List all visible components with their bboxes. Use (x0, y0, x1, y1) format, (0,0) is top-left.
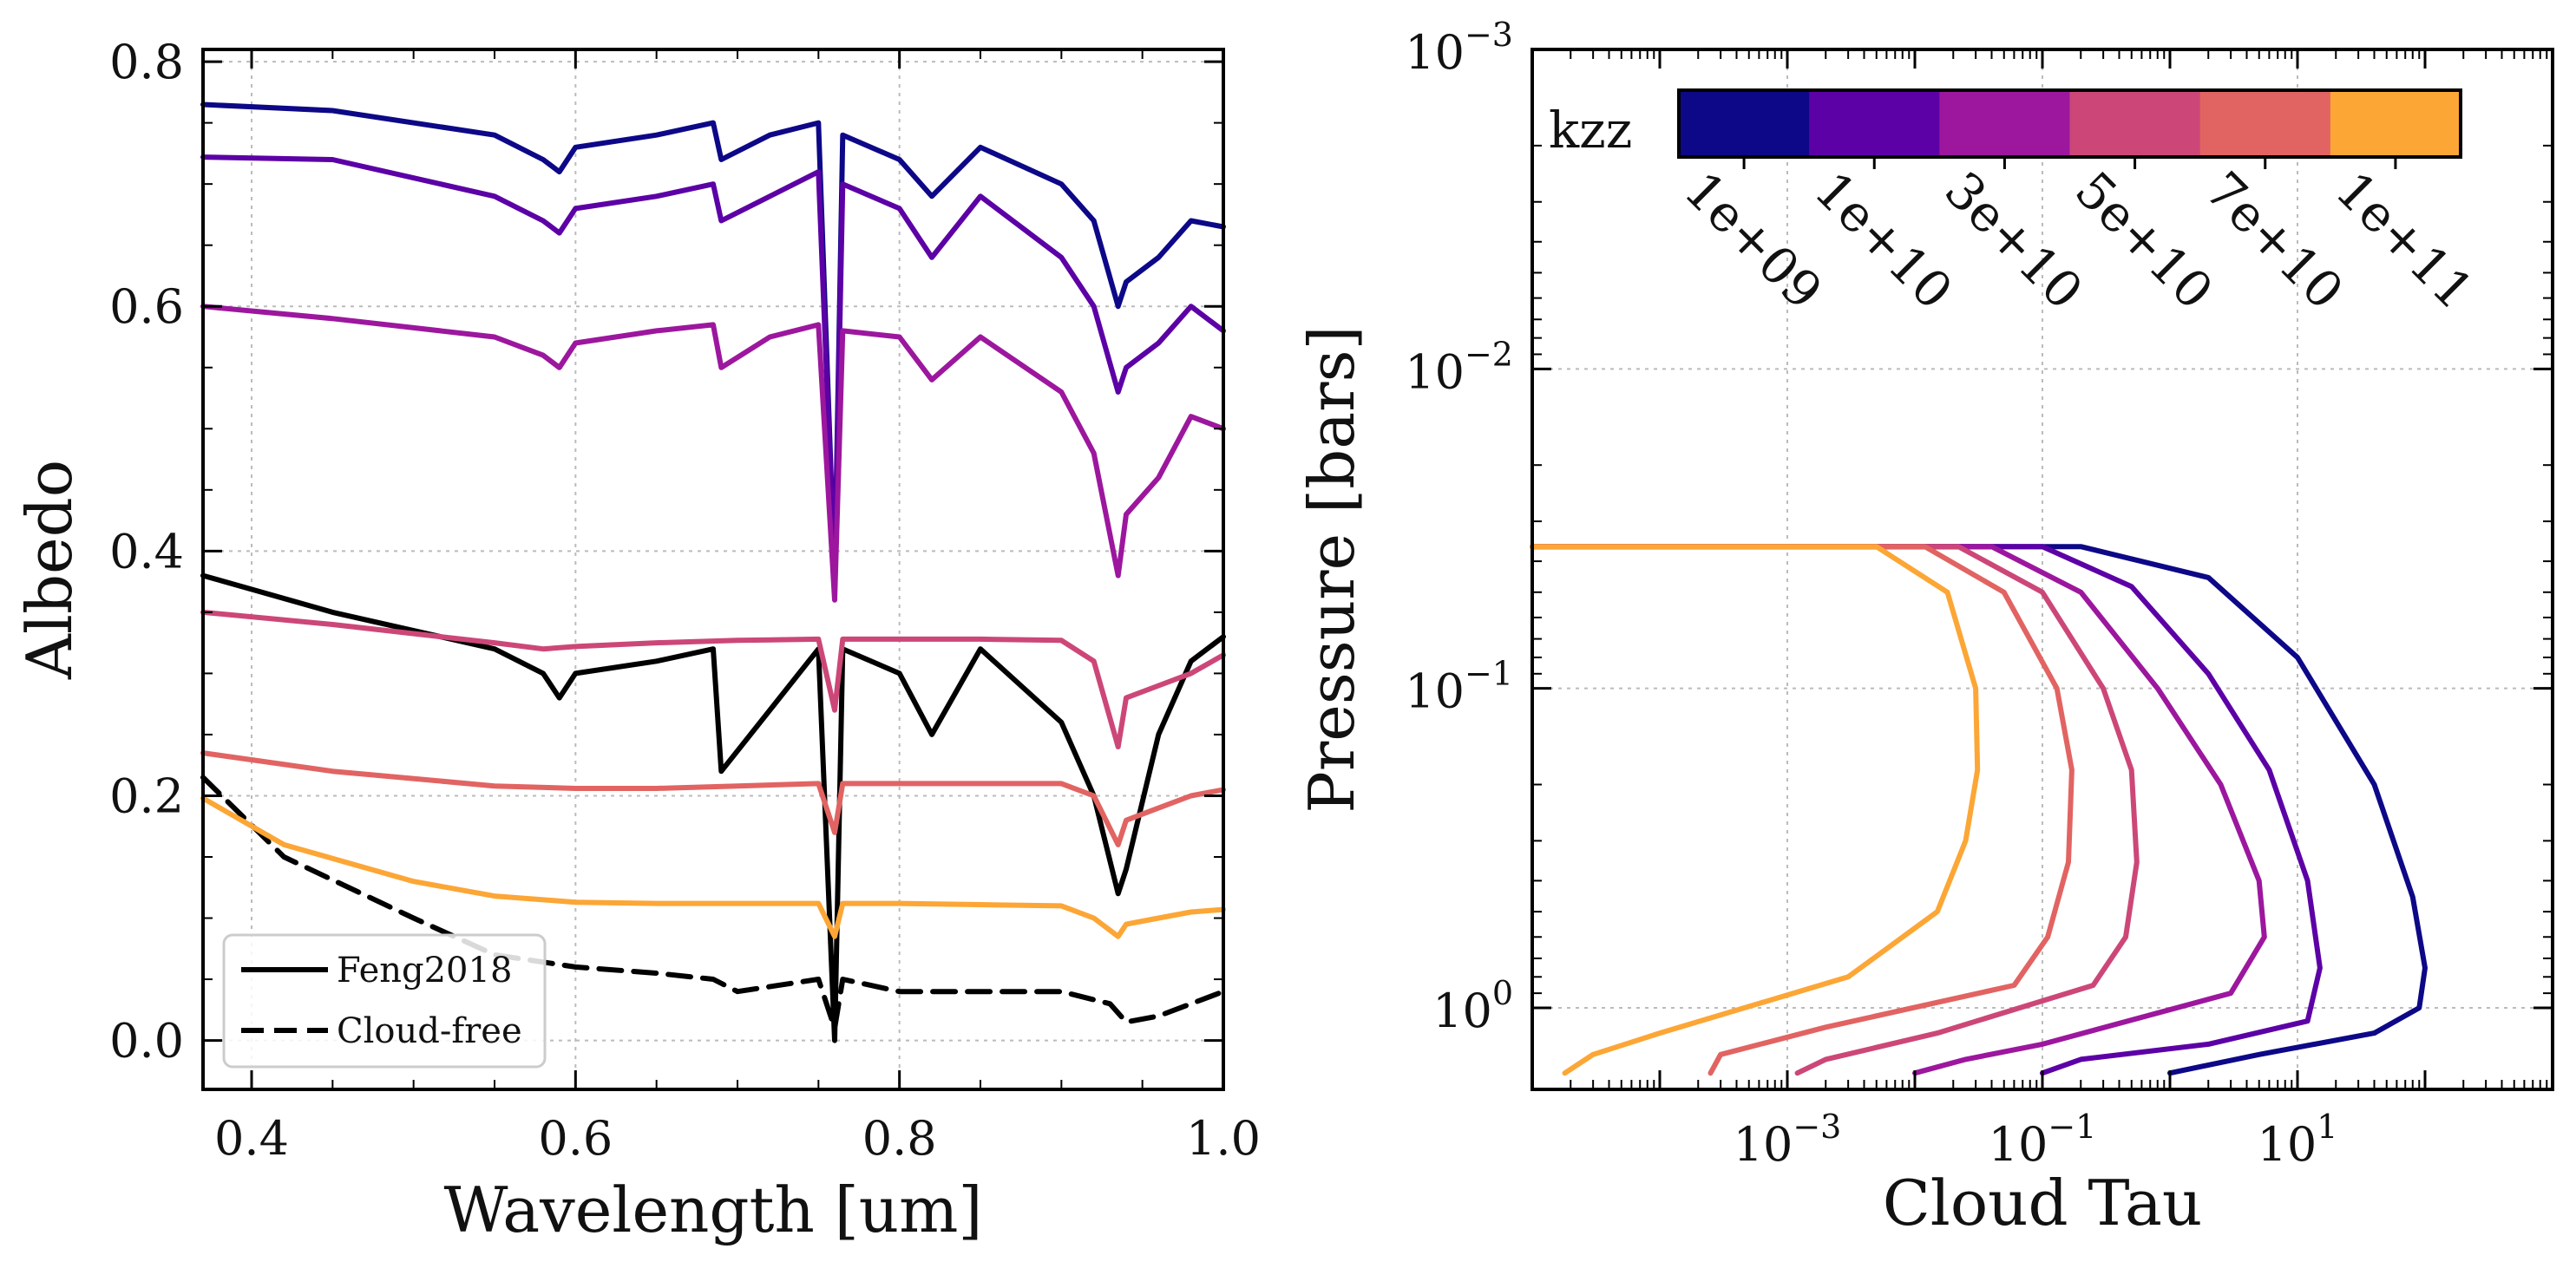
y-tick-label-1-1: 10−2 (1405, 335, 1513, 399)
y-tick-label-0-1: 0.2 (109, 768, 184, 823)
x-tick-label-exp-1-2: 1 (2317, 1108, 2337, 1146)
series-line-0-3 (200, 154, 1226, 579)
y-tick-label-base-1-0: 10 (1405, 25, 1465, 80)
x-tick-label-1-0: 10−3 (1734, 1108, 1842, 1172)
colorbar-segment-0 (1679, 90, 1810, 157)
x-tick-label-exp-1-1: −1 (2048, 1108, 2096, 1146)
series-line-1-0 (1530, 544, 2428, 1076)
x-tick-label-exp-1-0: −3 (1793, 1108, 1841, 1146)
colorbar-segment-2 (1939, 90, 2070, 157)
y-tick-label-exp-1-3: 0 (1492, 974, 1513, 1012)
colorbar-tick-label-4: 7e+10 (2194, 160, 2355, 321)
legend-label-1: Cloud-free (337, 1011, 522, 1051)
y-tick-label-exp-1-0: −3 (1465, 16, 1513, 54)
colorbar-segment-4 (2199, 90, 2331, 157)
colorbar-frame (1677, 88, 2462, 159)
legend: Feng2018 Cloud-free (222, 933, 547, 1069)
series-line-0-0 (200, 572, 1226, 1043)
series-line-1-1 (1530, 544, 2323, 1076)
y-tick-label-base-1-1: 10 (1405, 344, 1465, 399)
x-tick-label-1-2: 101 (2258, 1108, 2338, 1172)
y-tick-label-exp-1-2: −1 (1465, 655, 1513, 693)
plot-frame-0 (201, 48, 1225, 1091)
y-tick-label-1-2: 10−1 (1405, 655, 1513, 719)
y-tick-label-1-3: 100 (1432, 974, 1513, 1038)
y-tick-label-0-2: 0.4 (109, 524, 184, 579)
series-line-0-4 (200, 304, 1226, 603)
x-tick-label-0-3: 1.0 (1186, 1111, 1261, 1166)
x-tick-label-0-2: 0.8 (862, 1111, 937, 1166)
x-tick-label-base-1-0: 10 (1734, 1117, 1793, 1172)
y-axis-label-1: Pressure [bars] (1295, 325, 1368, 813)
colorbar-tick-label-2: 3e+10 (1934, 160, 2094, 321)
y-tick-label-exp-1-1: −2 (1465, 335, 1513, 373)
x-axis-label-1: Cloud Tau (1883, 1167, 2203, 1239)
series-line-1-4 (1530, 544, 2075, 1076)
series-line-0-5 (200, 609, 1226, 749)
y-tick-label-1-0: 10−3 (1405, 16, 1513, 80)
x-axis-label-0: Wavelength [um] (443, 1174, 982, 1246)
legend-label-0: Feng2018 (337, 951, 512, 991)
series-line-0-2 (200, 101, 1226, 579)
series-line-0-6 (200, 750, 1226, 847)
series-line-1-3 (1530, 544, 2140, 1076)
y-tick-label-base-1-2: 10 (1405, 664, 1465, 719)
y-tick-label-base-1-3: 10 (1432, 984, 1492, 1038)
colorbar-tick-label-1: 1e+10 (1803, 160, 1963, 321)
colorbar-segment-3 (2069, 90, 2201, 157)
colorbar-segment-1 (1809, 90, 1940, 157)
colorbar-tick-label-5: 1e+11 (2324, 160, 2485, 321)
colorbar-tick-label-0: 1e+09 (1673, 160, 1833, 321)
y-tick-label-0-3: 0.6 (109, 279, 184, 334)
y-tick-label-0-4: 0.8 (109, 35, 184, 89)
series-line-1-2 (1530, 544, 2267, 1076)
colorbar-label: kzz (1549, 101, 1632, 160)
x-tick-label-base-1-1: 10 (1989, 1117, 2048, 1172)
series-line-1-5 (1530, 544, 1981, 1076)
x-tick-label-0-0: 0.4 (214, 1111, 289, 1166)
x-tick-label-1-1: 10−1 (1989, 1108, 2097, 1172)
colorbar-segment-5 (2330, 90, 2461, 157)
x-tick-label-0-1: 0.6 (538, 1111, 613, 1166)
y-tick-label-0-0: 0.0 (109, 1014, 184, 1069)
series-line-0-7 (200, 795, 1226, 939)
x-tick-label-base-1-2: 10 (2258, 1117, 2317, 1172)
albedo-panel: 0.4 0.6 0.8 1.0 0.0 0.2 0.4 0.6 0.8 Wavelength [u… (13, 35, 1261, 1246)
y-axis-label-0: Albedo (13, 460, 86, 680)
colorbar-tick-label-3: 5e+10 (2064, 160, 2225, 321)
